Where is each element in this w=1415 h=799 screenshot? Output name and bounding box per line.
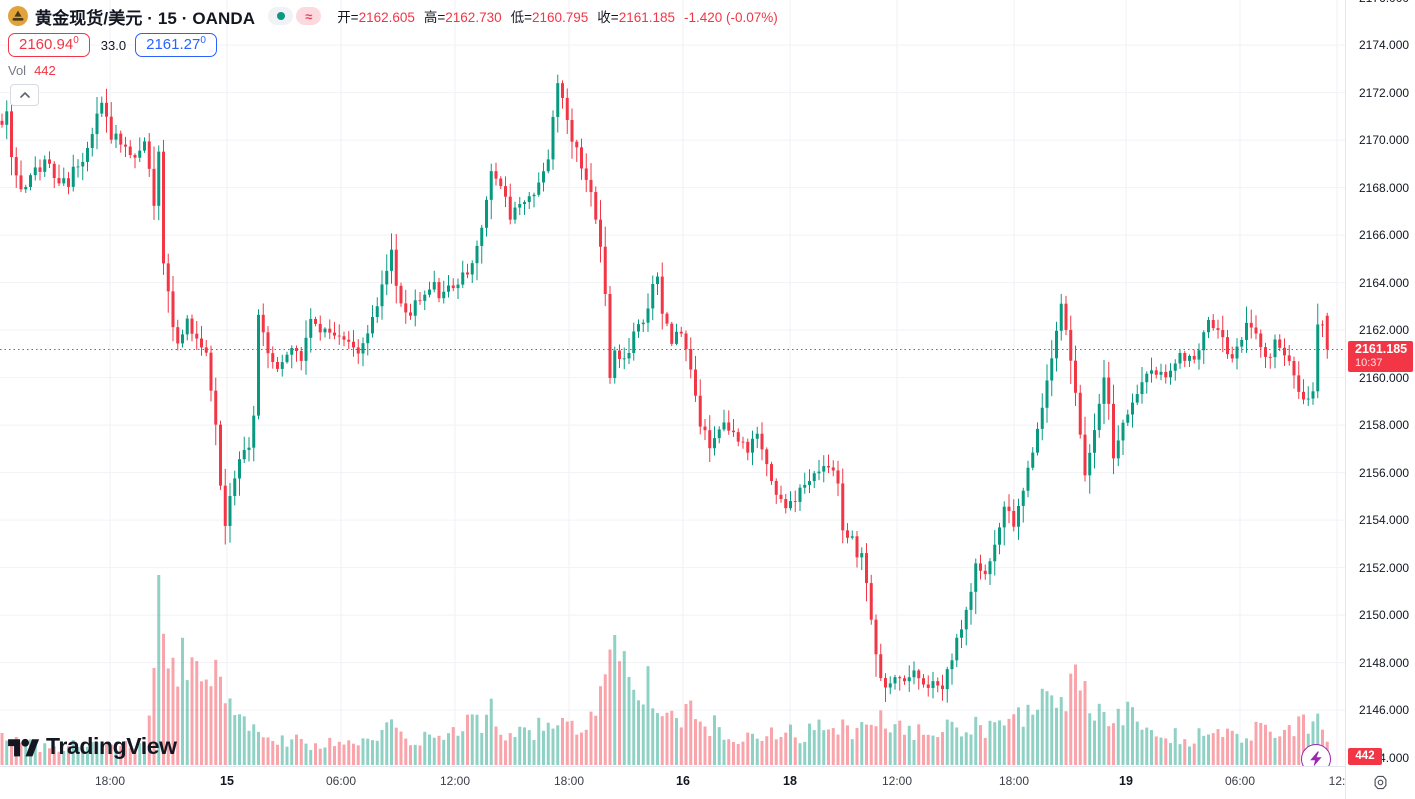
time-tick-day-label: 15 (220, 774, 234, 788)
settings-icon[interactable] (1372, 774, 1389, 791)
time-tick-day-label: 16 (676, 774, 690, 788)
gold-instrument-icon (8, 6, 28, 26)
price-tick-label: 2172.000 (1359, 85, 1410, 100)
time-tick-label: 12:00 (881, 774, 913, 788)
bid-price: 2160.94 (19, 36, 74, 53)
bid-price-sup: 0 (73, 35, 79, 46)
open-value: 2162.605 (358, 10, 415, 25)
tradingview-logo-text: TradingView (46, 733, 177, 759)
time-tick-label: 06:00 (325, 774, 357, 788)
price-tick-label: 2162.000 (1359, 323, 1410, 338)
low-label: 低= (510, 10, 532, 25)
lightning-icon (1310, 751, 1322, 766)
volume-indicator-value: 442 (34, 62, 56, 78)
price-tick-label: 2168.000 (1359, 180, 1410, 195)
sell-price-button[interactable]: 2160.94 0 (8, 33, 90, 57)
close-label: 收= (597, 10, 619, 25)
price-tick-label: 2166.000 (1359, 228, 1410, 243)
price-tick-label: 2148.000 (1359, 655, 1410, 670)
axis-separator (0, 766, 1415, 767)
price-tick-label: 2158.000 (1359, 418, 1410, 433)
time-tick-label: 18:00 (553, 774, 585, 788)
price-tick-label: 2154.000 (1359, 513, 1410, 528)
low-value: 2160.795 (531, 10, 589, 25)
price-tick-label: 2174.000 (1359, 38, 1410, 53)
tradingview-logo-icon (8, 738, 39, 756)
price-tick-label: 2152.000 (1359, 560, 1410, 575)
high-value: 2162.730 (445, 10, 502, 25)
time-tick-label: 18:00 (998, 774, 1030, 788)
ohlc-readout: 开=2162.605 高=2162.730 低=2160.795 收=2161.185… (337, 6, 778, 26)
approx-data-icon[interactable]: ≈ (296, 7, 322, 25)
volume-indicator-label: Vol (8, 62, 27, 78)
price-tick-label: 2146.000 (1359, 703, 1410, 718)
live-dot-icon (276, 12, 285, 20)
time-tick-label: 18:00 (94, 774, 126, 788)
bar-countdown: 10:37 (1355, 356, 1383, 369)
axis-corner (1345, 766, 1415, 799)
price-tick-label: 2164.000 (1359, 275, 1410, 290)
time-tick-day-label: 19 (1119, 774, 1133, 788)
time-tick-label: 12: (1328, 774, 1346, 788)
spread-value: 33.0 (100, 37, 127, 53)
tradingview-logo[interactable]: TradingView (8, 733, 177, 760)
time-tick-label: 12:00 (439, 774, 471, 788)
time-tick-day-label: 18 (783, 774, 797, 788)
buy-price-button[interactable]: 2161.27 0 (135, 33, 217, 57)
open-label: 开= (337, 10, 359, 25)
change-value: -1.420 (-0.07%) (684, 10, 778, 25)
collapse-legend-button[interactable] (10, 84, 39, 106)
price-tick-label: 2170.000 (1359, 133, 1410, 148)
price-tick-label: 2160.000 (1359, 370, 1410, 385)
market-status-icon[interactable] (268, 7, 294, 25)
close-value: 2161.185 (618, 10, 675, 25)
candlestick-chart[interactable] (0, 0, 1345, 766)
last-price-value: 2161.185 (1355, 341, 1408, 356)
last-price-label: 2161.185 10:37 (1348, 340, 1413, 372)
ask-price-sup: 0 (200, 35, 206, 46)
volume-axis-label: 442 (1348, 748, 1382, 765)
chart-pane[interactable]: 黄金现货/美元 · 15 · OANDA ≈ 开=2162.605 高=2162.… (0, 0, 1345, 766)
price-axis[interactable]: 2144.000 2146.000 2148.000 2150.000 2152.000… (1345, 0, 1415, 766)
time-axis[interactable]: 18:00 15 06:00 12:00 18:00 16 18 12:00 18:00 19 06… (0, 766, 1345, 799)
high-label: 高= (423, 10, 446, 25)
lightning-button[interactable] (1301, 744, 1331, 766)
price-tick-label: 2150.000 (1359, 608, 1410, 623)
price-tick-label: 2176.000 (1346, 0, 1409, 5)
price-tick-label: 2156.000 (1359, 465, 1410, 480)
symbol-title[interactable]: 黄金现货/美元 · 15 · OANDA (35, 8, 256, 28)
time-tick-label: 06:00 (1224, 774, 1256, 788)
chevron-up-icon (19, 92, 30, 98)
ask-price: 2161.27 (146, 36, 201, 53)
